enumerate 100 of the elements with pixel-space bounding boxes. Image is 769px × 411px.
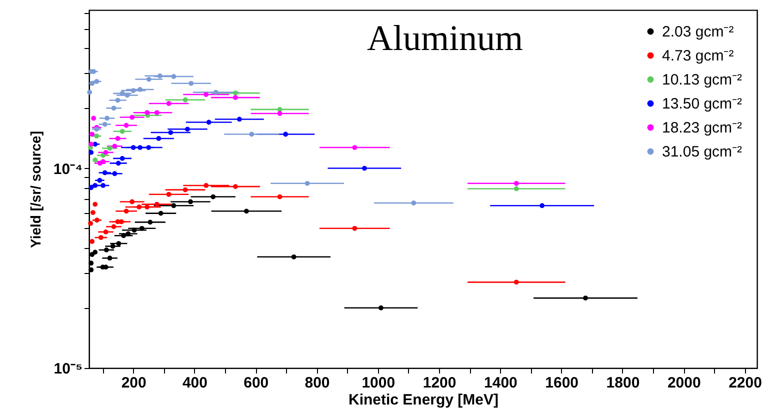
- point: [154, 110, 160, 116]
- point: [136, 204, 142, 210]
- y-tick-label: 10⁻⁴: [53, 160, 82, 178]
- point: [277, 107, 282, 112]
- point: [110, 244, 116, 249]
- point: [514, 180, 519, 186]
- x-tick-label: 1000: [362, 374, 396, 392]
- point: [100, 152, 106, 158]
- y-tick-label: 10⁻⁵: [54, 360, 82, 378]
- point: [126, 231, 131, 236]
- point: [138, 145, 143, 150]
- point: [514, 280, 519, 285]
- point: [411, 200, 416, 206]
- point: [146, 76, 152, 82]
- point: [112, 171, 118, 176]
- point: [168, 130, 174, 135]
- point: [144, 110, 150, 116]
- point: [304, 180, 310, 186]
- point: [184, 126, 190, 132]
- point: [124, 122, 129, 128]
- point: [171, 203, 176, 208]
- point: [107, 146, 112, 151]
- point: [115, 219, 120, 224]
- legend-label: 31.05 gcm⁻²: [662, 144, 742, 160]
- point: [144, 204, 150, 210]
- point: [124, 208, 129, 214]
- point: [154, 202, 160, 207]
- point: [156, 136, 162, 141]
- point: [213, 90, 218, 95]
- point: [124, 92, 130, 98]
- point: [232, 95, 238, 100]
- x-axis-title: Kinetic Energy [MeV]: [348, 392, 499, 408]
- point: [98, 235, 104, 240]
- legend-label: 13.50 gcm⁻²: [662, 96, 742, 112]
- point: [107, 256, 112, 261]
- point: [115, 98, 120, 103]
- point: [120, 156, 125, 161]
- point: [283, 132, 288, 137]
- x-tick-label: 1600: [545, 374, 579, 392]
- point: [232, 184, 238, 189]
- point: [188, 80, 194, 86]
- point: [378, 305, 384, 310]
- point: [249, 132, 254, 137]
- point: [130, 145, 136, 150]
- legend-label: 2.03 gcm⁻²: [662, 24, 734, 40]
- point: [204, 92, 209, 97]
- legend-label: 10.13 gcm⁻²: [662, 72, 742, 88]
- point: [139, 226, 144, 231]
- point: [130, 199, 135, 204]
- x-tick-label: 600: [244, 374, 269, 392]
- point: [138, 87, 143, 92]
- point: [112, 144, 118, 149]
- point: [158, 210, 164, 216]
- x-tick-label: 800: [304, 374, 330, 392]
- point: [120, 90, 125, 96]
- point: [103, 150, 108, 155]
- point: [104, 116, 110, 121]
- x-tick-label: 1800: [606, 374, 640, 392]
- point: [352, 145, 358, 150]
- point: [111, 224, 116, 230]
- point: [204, 183, 209, 188]
- point: [111, 106, 116, 111]
- point: [362, 166, 367, 171]
- point: [115, 136, 120, 141]
- point: [236, 116, 242, 122]
- point: [206, 120, 212, 125]
- x-tick-label: 1400: [484, 374, 518, 392]
- point: [98, 160, 102, 166]
- point: [157, 73, 162, 78]
- point: [104, 248, 109, 252]
- point: [540, 203, 545, 208]
- point: [514, 186, 519, 192]
- point: [277, 111, 282, 116]
- y-axis-title: Yield [/sr/ source]: [27, 131, 44, 248]
- x-tick-label: 2200: [728, 374, 762, 392]
- x-tick-label: 400: [182, 374, 208, 392]
- point: [100, 183, 106, 188]
- point: [291, 254, 296, 260]
- point: [120, 128, 125, 134]
- point: [277, 194, 282, 200]
- point: [583, 296, 588, 300]
- chart-title: Aluminum: [366, 18, 524, 58]
- point: [102, 122, 108, 127]
- point: [352, 226, 358, 231]
- point: [116, 241, 122, 246]
- point: [171, 74, 176, 79]
- point: [182, 97, 188, 102]
- point: [166, 192, 172, 197]
- point: [116, 160, 121, 166]
- point: [130, 114, 135, 120]
- point: [244, 208, 249, 214]
- point: [132, 228, 137, 233]
- point: [166, 101, 172, 106]
- point: [146, 145, 152, 150]
- point: [210, 194, 216, 200]
- legend-label: 4.73 gcm⁻²: [662, 48, 734, 64]
- point: [121, 233, 126, 238]
- point: [130, 88, 136, 93]
- point: [188, 199, 193, 204]
- x-tick-label: 2000: [667, 374, 701, 392]
